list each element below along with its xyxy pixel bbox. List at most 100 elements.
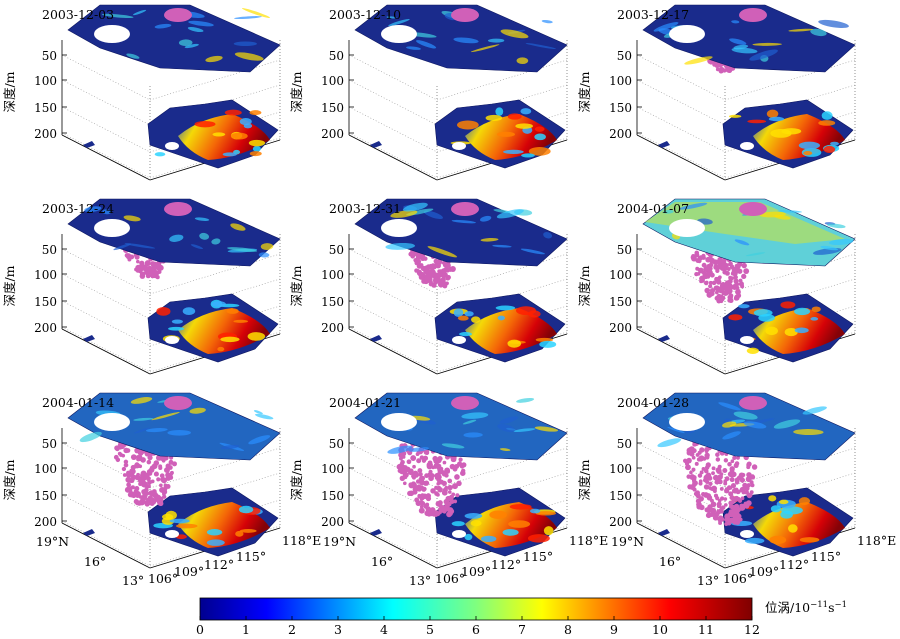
grid-line bbox=[348, 132, 438, 179]
bottom-slice-eddy bbox=[515, 123, 533, 129]
plume-star bbox=[437, 502, 443, 508]
plume-star bbox=[121, 453, 126, 458]
bottom-slice-eddy bbox=[171, 319, 183, 324]
plume-star bbox=[123, 447, 129, 454]
plume-star bbox=[709, 512, 714, 517]
land-patch bbox=[94, 25, 130, 43]
plume-star bbox=[438, 259, 442, 264]
lon-tick-label: 118°E bbox=[569, 533, 608, 548]
top-slice-eddy bbox=[749, 49, 778, 61]
plume-star bbox=[130, 473, 135, 477]
plume-star bbox=[411, 473, 416, 479]
top-slice bbox=[67, 4, 281, 73]
plume-star bbox=[402, 481, 407, 486]
plume-star bbox=[723, 497, 728, 501]
bottom-slice-eddy bbox=[534, 133, 546, 141]
bottom-slice-eddy bbox=[528, 146, 551, 156]
z-tick-label: 200 bbox=[34, 515, 57, 529]
plume-star bbox=[419, 263, 424, 268]
plume-star bbox=[722, 467, 728, 473]
bottom-slice-eddy bbox=[818, 120, 836, 126]
plume-star bbox=[714, 295, 720, 301]
z-tick-label: 200 bbox=[34, 127, 57, 141]
lat-tick-label: 16° bbox=[371, 554, 393, 569]
plume-star bbox=[121, 466, 127, 472]
panel-date: 2003-12-17 bbox=[617, 7, 689, 22]
top-slice-base bbox=[67, 4, 281, 73]
bottom-slice-eddy bbox=[248, 139, 266, 147]
plume-star bbox=[749, 480, 754, 485]
plume-star bbox=[686, 457, 692, 464]
plume-star bbox=[727, 461, 732, 467]
plume-star bbox=[445, 275, 450, 280]
z-tick-label: 50 bbox=[42, 243, 57, 257]
top-slice-eddy bbox=[802, 406, 827, 415]
z-tick-label: 150 bbox=[321, 295, 344, 309]
plume-star bbox=[719, 295, 725, 302]
plume-star bbox=[420, 273, 424, 278]
plume-surface bbox=[451, 202, 479, 216]
land-patch bbox=[452, 336, 466, 344]
z-tick-label: 100 bbox=[321, 74, 344, 88]
bottom-slice bbox=[370, 487, 566, 557]
z-tick-label: 150 bbox=[609, 489, 632, 503]
land-patch bbox=[740, 530, 754, 538]
plume-star bbox=[144, 501, 150, 507]
plume-star bbox=[115, 457, 121, 463]
bottom-slice-eddy bbox=[243, 123, 253, 129]
lat-axis-line bbox=[61, 522, 151, 569]
small-patch bbox=[658, 335, 670, 342]
top-slice-eddy bbox=[788, 28, 814, 32]
plume-star bbox=[704, 479, 710, 484]
z-tick-label: 150 bbox=[321, 489, 344, 503]
lon-tick-label: 115° bbox=[236, 549, 266, 564]
bottom-slice-eddy bbox=[497, 315, 505, 321]
top-slice-eddy bbox=[492, 244, 512, 248]
land-patch bbox=[740, 336, 754, 344]
bottom-slice-eddy bbox=[485, 114, 503, 122]
plume-star bbox=[715, 277, 719, 282]
z-tick-label: 200 bbox=[34, 321, 57, 335]
plume-star bbox=[431, 264, 437, 270]
plume-star bbox=[713, 264, 720, 271]
top-slice-eddy bbox=[543, 231, 553, 239]
top-slice-eddy bbox=[453, 37, 479, 44]
bottom-slice-eddy bbox=[507, 339, 522, 348]
plume-star bbox=[447, 484, 453, 491]
plume-star bbox=[709, 257, 715, 264]
small-patch bbox=[83, 335, 95, 342]
plume-star bbox=[155, 497, 161, 503]
top-slice-eddy bbox=[777, 210, 803, 213]
bottom-slice-eddy bbox=[535, 337, 554, 342]
z-tick-label: 100 bbox=[34, 268, 57, 282]
top-slice-eddy bbox=[187, 26, 204, 33]
top-slice-eddy bbox=[416, 40, 437, 49]
plume-star bbox=[715, 457, 721, 462]
plume-star bbox=[746, 492, 753, 499]
plume-star bbox=[717, 260, 722, 265]
plume-star bbox=[402, 472, 408, 477]
plume-star bbox=[423, 278, 429, 285]
land-patch bbox=[165, 336, 179, 344]
plume-star bbox=[729, 466, 735, 472]
top-slice-eddy bbox=[520, 248, 545, 255]
top-slice-eddy bbox=[241, 8, 271, 19]
colorbar: 0 1 2 3 4 5 6 7 8 9 10 11 12 位涡/10−11s−1 bbox=[196, 597, 847, 637]
bottom-slice-eddy bbox=[471, 316, 481, 323]
top-slice-eddy bbox=[385, 242, 416, 250]
z-tick-label: 150 bbox=[34, 295, 57, 309]
land-patch bbox=[381, 413, 417, 431]
top-slice-eddy bbox=[79, 431, 102, 443]
z-tick-label: 100 bbox=[321, 268, 344, 282]
plume-star bbox=[705, 455, 710, 460]
top-slice-eddy bbox=[221, 444, 240, 450]
bottom-slice-eddy bbox=[794, 307, 811, 316]
top-slice-eddy bbox=[408, 447, 429, 452]
plume-star bbox=[705, 493, 712, 499]
plume-star bbox=[706, 506, 712, 512]
plume-surface bbox=[739, 8, 767, 22]
plume-star bbox=[441, 480, 447, 486]
plume-star bbox=[130, 454, 137, 461]
plume-star bbox=[732, 517, 738, 523]
bottom-slice-eddy bbox=[509, 503, 532, 510]
